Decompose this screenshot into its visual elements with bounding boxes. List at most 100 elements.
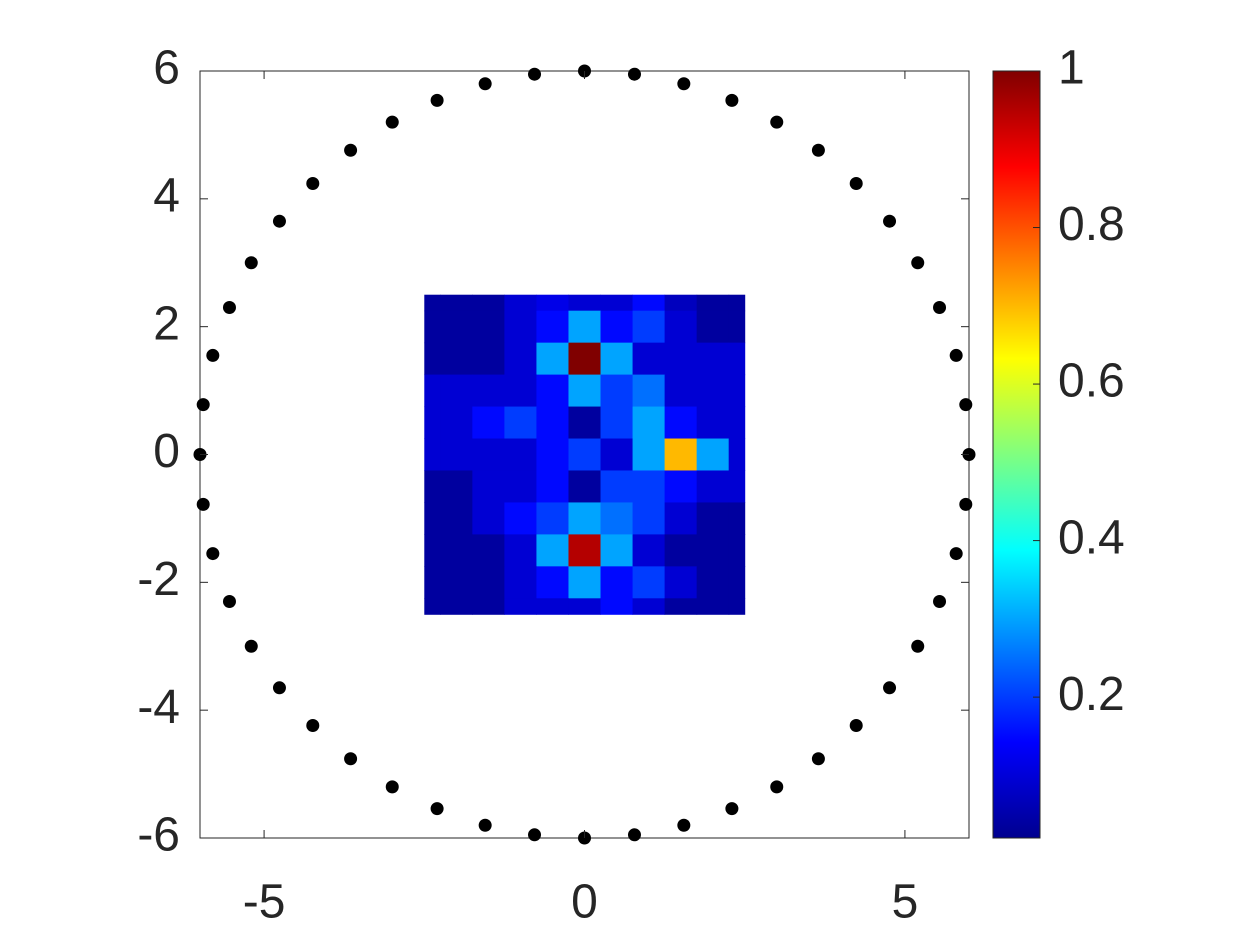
point [627,828,641,842]
field-cell [568,438,602,471]
field-cell [440,598,473,615]
field-cell [696,406,730,440]
field-cell [504,470,537,503]
point [306,719,320,733]
field-cell [632,310,666,344]
field-cell [504,406,537,440]
field-cell [568,310,602,344]
field-cell [632,294,666,312]
point [478,818,492,832]
point [478,77,492,91]
field-cell [600,406,634,440]
point [933,300,947,314]
field-cell [440,310,473,344]
field-cell [424,342,441,376]
field-cell [664,406,698,440]
point [528,67,542,81]
field-cell [440,342,473,376]
point [196,398,210,412]
point [206,348,220,362]
field-cell [696,294,730,312]
field-cell [632,598,666,615]
field-cell [664,438,698,471]
field-cell [696,502,730,535]
colorbar-tick-label: 0.6 [1058,355,1125,408]
field-cell [568,406,602,440]
point [244,639,258,653]
field-cell [728,470,746,503]
point [344,143,358,157]
field-cell [472,406,505,440]
field-cell [728,342,746,376]
y-tick-label: -4 [137,681,180,734]
field-cell [632,566,666,599]
point [949,348,963,362]
field-cell [664,566,698,599]
colorbar-tick-label: 0.2 [1058,668,1125,721]
field-cell [728,598,746,615]
point [206,547,220,561]
field-cell [728,438,746,471]
point [883,214,897,228]
x-tick-label: 5 [892,876,919,929]
field-cell [424,294,441,312]
point [196,497,210,511]
field-cell [728,566,746,599]
field-cell [440,374,473,408]
field-cell [600,470,634,503]
field-cell [536,502,569,535]
field-cell [424,502,441,535]
point [385,115,399,129]
field-cell [472,438,505,471]
field-cell [568,566,602,599]
field-cell [472,294,505,312]
point [385,780,399,794]
field-cell [728,534,746,567]
field-cell [696,438,730,471]
field-cell [664,342,698,376]
y-tick-label: 0 [153,425,180,478]
point [306,176,320,190]
field-cell [504,310,537,344]
field-cell [472,374,505,408]
field-cell [632,470,666,503]
point [849,719,863,733]
y-tick-label: -2 [137,553,180,606]
field-cell [600,310,634,344]
field-cell [568,374,602,408]
field-cell [424,470,441,503]
x-tick-label: 0 [571,876,598,929]
field-cell [472,342,505,376]
field-cell [536,566,569,599]
field-cell [568,502,602,535]
field-cell [504,566,537,599]
field-cell [424,374,441,408]
field-cell [536,374,569,408]
field-cell [536,310,569,344]
point [849,176,863,190]
point [770,780,784,794]
y-tick-label: 2 [153,297,180,350]
field-cell [728,406,746,440]
field-cell [424,438,441,471]
point [430,802,444,816]
field-cell [472,470,505,503]
point [627,67,641,81]
point [677,77,691,91]
point [959,398,973,412]
field-cell [536,438,569,471]
y-tick-label: -6 [137,809,180,862]
field-cell [424,310,441,344]
point [222,300,236,314]
field-cell [504,438,537,471]
point [272,681,286,695]
field-cell [536,598,569,615]
field-cell [632,374,666,408]
colorbar [992,70,1041,839]
field-cell [600,566,634,599]
field-cell [632,438,666,471]
field-cell [504,342,537,376]
field-cell [696,534,730,567]
point [811,752,825,766]
